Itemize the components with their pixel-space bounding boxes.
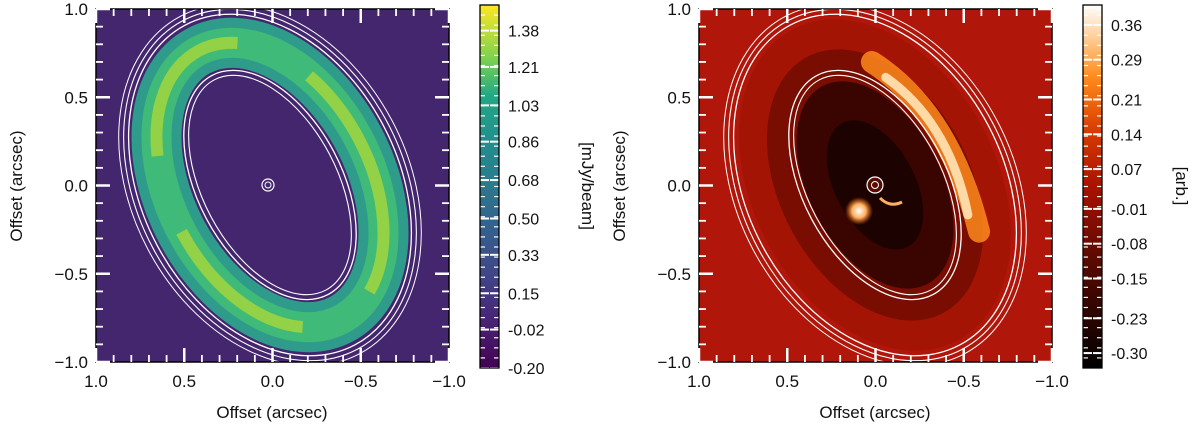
x-tick-label: −0.5: [344, 372, 378, 391]
colorbar-tick-label: 0.21: [1111, 92, 1142, 109]
panel-scattered-light: 1.0 0.5 0.0 −0.5 −1.0 −1.0 −0.5 0.0 0.5 1.0 Offse…: [610, 0, 1191, 422]
colorbar-tick-label: 1.03: [508, 98, 539, 115]
central-source-contour-inner: [871, 181, 879, 189]
tick-labels: 1.0 0.5 0.0 −0.5 −1.0 −1.0 −0.5 0.0 0.5 1.0: [657, 0, 1068, 391]
disk-ring: [118, 9, 422, 362]
y-tick-label: −1.0: [657, 353, 691, 372]
colorbar-tick-label: 0.36: [1111, 18, 1142, 35]
y-tick-label: −0.5: [54, 265, 88, 284]
central-source-contour: [261, 178, 275, 192]
colorbar-tick-label: 0.86: [508, 135, 539, 152]
x-axis-title: Offset (arcsec): [216, 403, 327, 422]
x-tick-label: −0.5: [947, 372, 981, 391]
colorbar-tick-label: 0.07: [1111, 162, 1142, 179]
x-tick-label: 0.0: [864, 372, 888, 391]
x-tick-label: 0.5: [172, 372, 196, 391]
colorbar-tick-label: -0.02: [508, 323, 545, 340]
colorbar-tick-label: 0.68: [508, 173, 539, 190]
y-tick-label: 0.5: [64, 88, 88, 107]
colorbar-tick-label: -0.08: [1111, 237, 1148, 254]
contour-outer-1: [732, 13, 1018, 357]
colorbar-label: [mJy/beam]: [578, 142, 597, 230]
tick-marks: [697, 7, 1054, 364]
bright-arc: [881, 72, 973, 220]
y-tick-label: 0.0: [64, 177, 88, 196]
contour-inner-1: [183, 69, 357, 301]
y-axis-title: Offset (arcsec): [7, 130, 26, 241]
colorbar-ticks: -0.30 -0.23 -0.15 -0.08 -0.01 0.07 0.14 0.21 0.2…: [1083, 14, 1148, 363]
colorbar-tick-label: 1.38: [508, 24, 539, 41]
contour-outer-2: [123, 9, 417, 362]
x-tick-label: 0.0: [261, 372, 285, 391]
contour-inner-2: [793, 74, 957, 296]
x-tick-label: −1.0: [1035, 372, 1069, 391]
colorbar-frame: [479, 4, 500, 369]
y-tick-label: 0.5: [667, 88, 691, 107]
contour-inner-1: [788, 69, 962, 301]
colorbar-tick-label: 1.21: [508, 60, 539, 77]
contour-outer-1: [127, 13, 413, 357]
colorbar-tick-label: 0.50: [508, 212, 539, 229]
central-source-contour-inner: [264, 181, 272, 189]
colorbar-tick-label: -0.30: [1111, 346, 1148, 363]
inner-spiral-feature: [878, 196, 903, 206]
colorbar-tick-label: -0.01: [1111, 202, 1148, 219]
colorbar-label: [arb.]: [1172, 167, 1191, 206]
x-tick-label: 0.5: [775, 372, 799, 391]
colorbar-ticks: -0.20 -0.02 0.15 0.33 0.50 0.68 0.86 1.03 1.21 1.…: [480, 14, 545, 378]
colorbar-tick-label: 0.29: [1111, 53, 1142, 70]
x-tick-label: 1.0: [84, 372, 108, 391]
y-tick-label: 0.0: [667, 177, 691, 196]
y-axis-title: Offset (arcsec): [610, 130, 629, 241]
y-tick-label: 1.0: [667, 0, 691, 19]
x-axis-title: Offset (arcsec): [819, 403, 930, 422]
panel-continuum: 1.0 0.5 0.0 −0.5 −1.0 −1.0 −0.5 0.0 0.5 1.0 Offse…: [7, 0, 597, 422]
y-tick-label: −1.0: [54, 353, 88, 372]
x-tick-label: −1.0: [432, 372, 466, 391]
y-tick-label: −0.5: [657, 265, 691, 284]
colorbar-tick-label: 0.14: [1111, 127, 1142, 144]
ring-peak: [150, 36, 390, 334]
colorbar-tick-label: -0.23: [1111, 311, 1148, 328]
colorbar-tick-label: -0.15: [1111, 271, 1148, 288]
contour-inner-2: [188, 74, 352, 296]
x-tick-label: 1.0: [687, 372, 711, 391]
colorbar-tick-label: 0.15: [508, 286, 539, 303]
bright-compact-source: [845, 197, 873, 225]
colorbar-frame: [1082, 4, 1103, 369]
colorbar-tick-label: -0.20: [508, 361, 545, 378]
y-tick-label: 1.0: [64, 0, 88, 19]
tick-labels: 1.0 0.5 0.0 −0.5 −1.0 −1.0 −0.5 0.0 0.5 1.0: [54, 0, 465, 391]
colorbar-tick-label: 0.33: [508, 248, 539, 265]
central-source-contour: [866, 176, 884, 194]
tick-marks: [94, 7, 451, 364]
